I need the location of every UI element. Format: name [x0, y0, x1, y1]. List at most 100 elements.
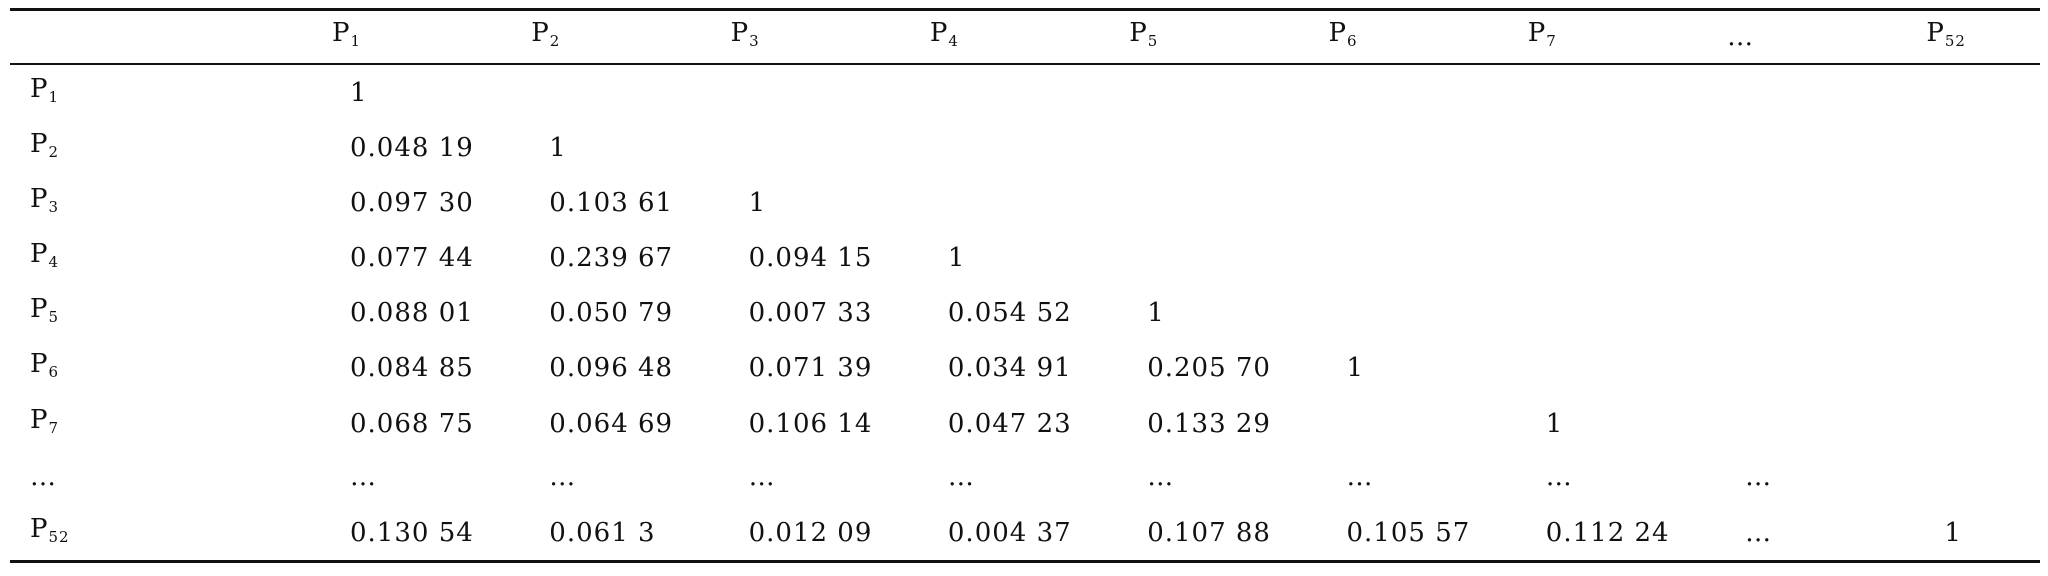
table-cell: … [1346, 462, 1374, 492]
table-cell: 0.077 44 [350, 243, 474, 273]
table-cell: 0.239 67 [549, 243, 674, 273]
row-label: P5 [30, 294, 59, 332]
column-header-text: P [1527, 18, 1547, 48]
table-cell: 0.103 61 [549, 188, 674, 218]
table-cell: 0.068 75 [350, 409, 474, 439]
table-cell: 1 [1944, 518, 1962, 548]
table-cell: 0.047 23 [947, 409, 1072, 439]
column-header-subscript: 5 [1147, 32, 1159, 50]
table-cell: … [350, 462, 377, 492]
top-rule [10, 8, 2040, 11]
column-header: P1 [332, 18, 361, 56]
table-cell: 0.107 88 [1147, 518, 1271, 548]
row-label-text: P [30, 74, 49, 104]
column-header-subscript: 2 [549, 32, 561, 50]
table-cell: 0.054 52 [947, 298, 1072, 328]
table-cell: 0.050 79 [549, 298, 674, 328]
table-cell: 0.133 29 [1147, 409, 1271, 439]
table-cell: 0.048 19 [350, 133, 474, 163]
table-cell: 0.071 39 [748, 353, 873, 383]
column-header-text: P [1328, 18, 1347, 48]
table-cell: 0.084 85 [350, 353, 474, 383]
row-label-subscript: 1 [48, 88, 60, 106]
row-label: P52 [30, 514, 70, 552]
column-header: P7 [1528, 18, 1557, 56]
row-label: P3 [30, 184, 59, 222]
table-cell: 1 [748, 188, 767, 218]
column-header: P2 [531, 18, 560, 56]
table-cell: … [1545, 462, 1573, 492]
table-cell: … [549, 462, 577, 492]
row-label-subscript: 6 [48, 363, 60, 381]
table-cell: 0.034 91 [947, 353, 1072, 383]
table-cell: 0.004 37 [947, 518, 1072, 548]
table-cell: 0.088 01 [350, 298, 474, 328]
row-label-text: P [30, 514, 49, 544]
table-cell: 0.205 70 [1147, 353, 1271, 383]
row-label: P2 [30, 129, 59, 167]
table-cell: 0.130 54 [350, 518, 474, 548]
table-cell: 0.064 69 [549, 409, 674, 439]
column-header-text: P [1926, 18, 1945, 48]
column-header-subscript: 3 [749, 32, 760, 50]
row-label-text: P [30, 184, 49, 214]
table-cell: 0.007 33 [748, 298, 873, 328]
table-cell: … [1745, 462, 1773, 492]
row-label-subscript: 7 [48, 419, 60, 437]
table-cell: 0.112 24 [1545, 518, 1670, 548]
row-label: … [30, 462, 57, 492]
column-header: P5 [1129, 18, 1158, 56]
row-label-subscript: 4 [48, 253, 60, 271]
column-header-subscript: 52 [1944, 32, 1966, 50]
row-label: P1 [30, 74, 59, 112]
table-cell: … [748, 462, 776, 492]
table-cell: 0.106 14 [748, 409, 873, 439]
row-label-text: P [30, 405, 49, 435]
column-header-text: … [1727, 22, 1755, 52]
table-cell: 1 [1346, 353, 1365, 383]
row-label-subscript: 5 [48, 308, 60, 326]
header-rule [10, 63, 2040, 65]
row-label-subscript: 2 [48, 143, 60, 161]
table-cell: … [1147, 462, 1175, 492]
column-header: P3 [731, 18, 760, 56]
column-header-subscript: 4 [948, 32, 959, 50]
row-label-text: P [30, 349, 49, 379]
table-cell: 1 [1545, 409, 1564, 439]
column-header-text: P [1129, 18, 1148, 48]
table-cell: 0.094 15 [748, 243, 873, 273]
row-label-text: P [30, 129, 49, 159]
column-header-text: P [730, 18, 750, 48]
column-header: … [1727, 22, 1754, 52]
column-header: P52 [1926, 18, 1966, 56]
table-cell: 0.105 57 [1346, 518, 1471, 548]
row-label: P4 [30, 239, 59, 277]
table-cell: 0.061 3 [549, 518, 656, 548]
column-header-text: P [332, 18, 351, 48]
bottom-rule [10, 560, 2040, 563]
column-header-subscript: 6 [1347, 32, 1358, 50]
table-cell: 1 [549, 133, 567, 163]
table-cell: 0.012 09 [748, 518, 873, 548]
column-header-text: P [531, 18, 550, 48]
column-header: P4 [930, 18, 959, 56]
row-label-text: … [30, 462, 57, 492]
row-label-text: P [30, 294, 49, 324]
row-label-text: P [30, 239, 49, 269]
row-label: P7 [30, 405, 59, 443]
row-label: P6 [30, 349, 59, 387]
table-cell: 1 [1147, 298, 1165, 328]
column-header: P6 [1329, 18, 1358, 56]
row-label-subscript: 52 [48, 528, 70, 546]
table-cell: … [1745, 518, 1773, 548]
table-cell: … [947, 462, 975, 492]
column-header-subscript: 7 [1546, 32, 1557, 50]
table-cell: 1 [947, 243, 966, 273]
row-label-subscript: 3 [48, 198, 60, 216]
table-cell: 0.097 30 [350, 188, 474, 218]
column-header-text: P [929, 18, 949, 48]
table-cell: 1 [350, 78, 368, 108]
column-header-subscript: 1 [350, 32, 362, 50]
table-cell: 0.096 48 [549, 353, 674, 383]
